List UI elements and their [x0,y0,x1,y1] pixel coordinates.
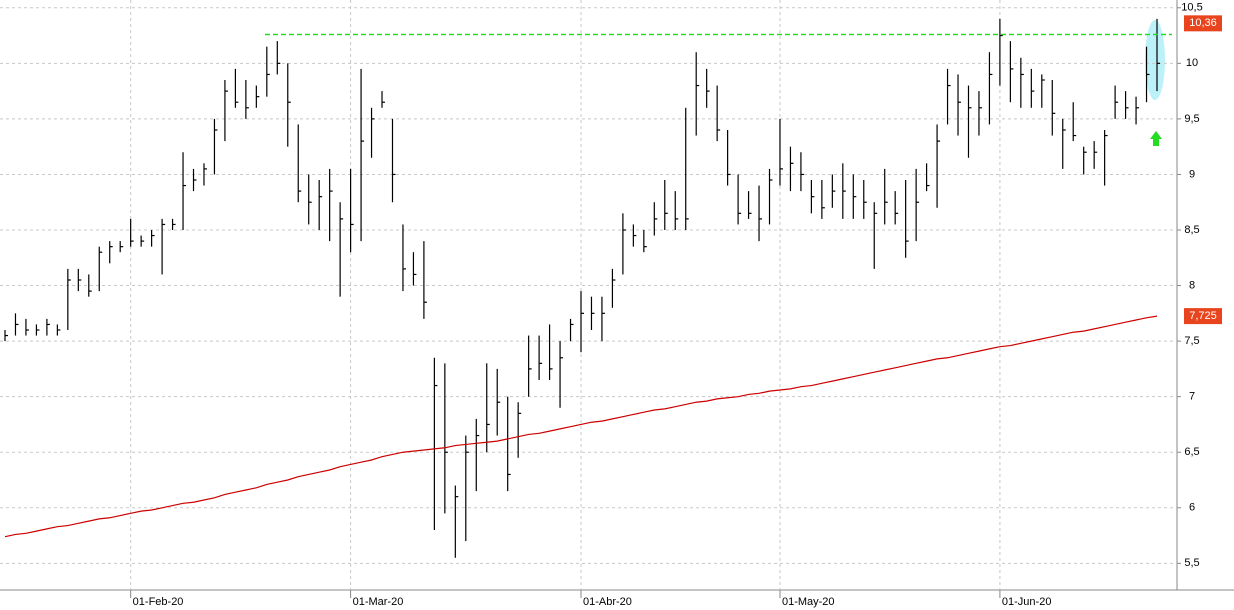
price-tag-label: 10,36 [1189,17,1217,29]
up-arrow [1150,131,1162,146]
highlight-ellipse [1145,20,1165,100]
moving-average-line [4,315,1158,538]
y-tick-label: 10,5 [1181,2,1202,14]
y-tick-label: 7 [1189,391,1195,403]
y-tick-label: 6 [1189,502,1195,514]
y-tick-label: 8 [1189,279,1195,291]
x-tick-label: 01-Jun-20 [1002,596,1052,608]
x-tick-label: 01-May-20 [782,596,835,608]
price-tag-label: 7,725 [1189,310,1217,322]
y-tick-label: 9,5 [1184,113,1199,125]
price-tag [1184,15,1222,32]
y-tick-label: 8,5 [1184,224,1199,236]
price-tag [1184,308,1222,325]
y-tick-label: 5,5 [1184,557,1199,569]
y-tick-label: 10 [1186,57,1198,69]
x-tick-label: 01-Abr-20 [583,596,632,608]
y-tick-label: 7,5 [1184,335,1199,347]
y-tick-label: 9 [1189,168,1195,180]
x-tick-label: 01-Mar-20 [353,596,404,608]
y-tick-label: 6,5 [1184,446,1199,458]
x-tick-label: 01-Feb-20 [133,596,184,608]
